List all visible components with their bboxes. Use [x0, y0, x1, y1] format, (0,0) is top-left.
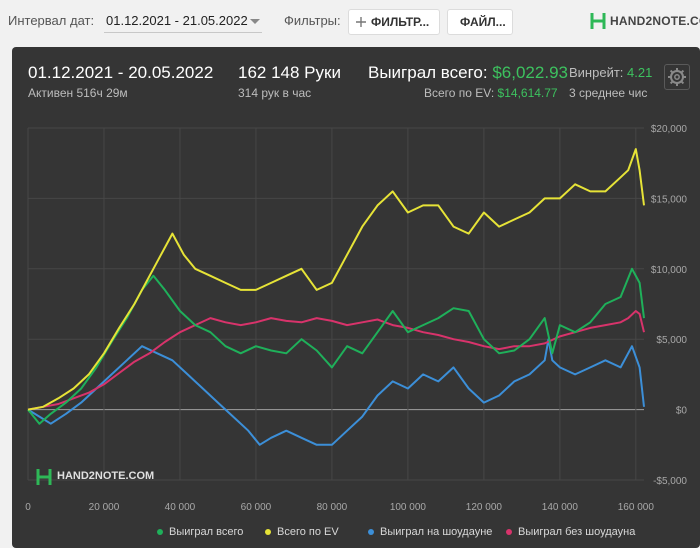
x-tick-label: 0	[25, 502, 31, 513]
interval-underline	[104, 32, 262, 33]
series-line	[27, 267, 645, 425]
profit-chart[interactable]: $20,000 $15,000 $10,000 $5,000 $0 -$5,000 0 20…	[12, 47, 700, 548]
winrate: Винрейт: 4.21	[569, 65, 652, 80]
graph-panel: 01.12.2021 - 20.05.2022 Активен 516ч 29м…	[12, 47, 700, 548]
legend-dot	[265, 529, 271, 536]
logo-icon	[590, 13, 606, 29]
filter-button-label: ФИЛЬТР...	[371, 15, 430, 29]
interval-label: Интервал дат:	[8, 13, 95, 28]
y-axis-labels: $20,000 $15,000 $10,000 $5,000 $0 -$5,000	[651, 124, 688, 487]
ev-value: $14,614.77	[497, 86, 558, 100]
file-button[interactable]: ФАЙЛ...	[447, 9, 513, 35]
settings-button[interactable]	[664, 64, 690, 90]
ev-label: Всего по EV:	[424, 86, 495, 100]
series-line	[27, 148, 645, 411]
y-tick-label: $5,000	[656, 335, 687, 346]
filter-button[interactable]: ФИЛЬТР...	[348, 9, 440, 35]
legend-dot	[157, 529, 163, 536]
x-tick-label: 20 000	[89, 502, 120, 513]
x-tick-label: 100 000	[390, 502, 427, 513]
legend-label: Выиграл без шоудауна	[518, 526, 636, 538]
x-axis-labels: 0 20 000 40 000 60 000 80 000 100 000 120 000 1…	[25, 502, 654, 513]
hands-per-hour: 314 рук в час	[238, 86, 312, 100]
y-tick-label: $10,000	[651, 265, 688, 276]
ev-total: Всего по EV: $14,614.77	[424, 86, 558, 100]
x-tick-label: 120 000	[466, 502, 503, 513]
x-tick-label: 40 000	[165, 502, 196, 513]
legend-item[interactable]: Выиграл всего	[157, 526, 243, 538]
won-total: Выиграл всего: $6,022.93	[368, 63, 568, 83]
chart-legend: Выиграл всего Всего по EV Выиграл на шоуда…	[12, 526, 700, 542]
legend-item[interactable]: Выиграл на шоудауне	[368, 526, 492, 538]
legend-label: Выиграл всего	[169, 526, 244, 538]
won-label: Выиграл всего:	[368, 63, 488, 82]
legend-item[interactable]: Выиграл без шоудауна	[506, 526, 635, 538]
winrate-label: Винрейт:	[569, 65, 624, 80]
x-tick-label: 60 000	[241, 502, 272, 513]
chevron-down-icon[interactable]	[250, 19, 260, 24]
y-tick-label: $0	[676, 406, 688, 417]
logo: HAND2NOTE.COM	[590, 11, 700, 33]
x-tick-label: 140 000	[542, 502, 579, 513]
chart-grid	[27, 127, 644, 481]
series-line	[27, 338, 645, 446]
x-tick-label: 80 000	[317, 502, 348, 513]
won-value: $6,022.93	[492, 63, 568, 82]
watermark-icon	[36, 469, 52, 485]
x-tick-label: 160 000	[618, 502, 655, 513]
legend-item[interactable]: Всего по EV	[265, 526, 339, 538]
legend-dot	[506, 529, 512, 536]
logo-text: HAND2NOTE.COM	[610, 14, 700, 28]
legend-dot	[368, 529, 374, 536]
interval-value[interactable]: 01.12.2021 - 21.05.2022	[106, 13, 248, 28]
toolbar: Интервал дат: 01.12.2021 - 21.05.2022 Фи…	[0, 0, 700, 42]
date-range: 01.12.2021 - 20.05.2022	[28, 63, 214, 82]
chart-series	[27, 148, 645, 446]
y-tick-label: $20,000	[651, 124, 688, 135]
plus-icon	[356, 17, 366, 27]
winrate-value: 4.21	[627, 65, 653, 80]
file-button-label: ФАЙЛ...	[460, 15, 506, 29]
watermark-text: HAND2NOTE.COM	[57, 470, 155, 482]
series-line	[27, 310, 645, 411]
y-tick-label: -$5,000	[653, 476, 687, 487]
legend-label: Выиграл на шоудауне	[380, 526, 493, 538]
filters-label: Фильтры:	[284, 13, 341, 28]
hands-count: 162 148 Руки	[238, 63, 341, 82]
winrate-note: 3 среднее чис	[569, 86, 648, 100]
gear-icon	[668, 68, 686, 86]
legend-label: Всего по EV	[277, 526, 339, 538]
y-tick-label: $15,000	[651, 194, 688, 205]
active-time: Активен 516ч 29м	[28, 86, 128, 100]
